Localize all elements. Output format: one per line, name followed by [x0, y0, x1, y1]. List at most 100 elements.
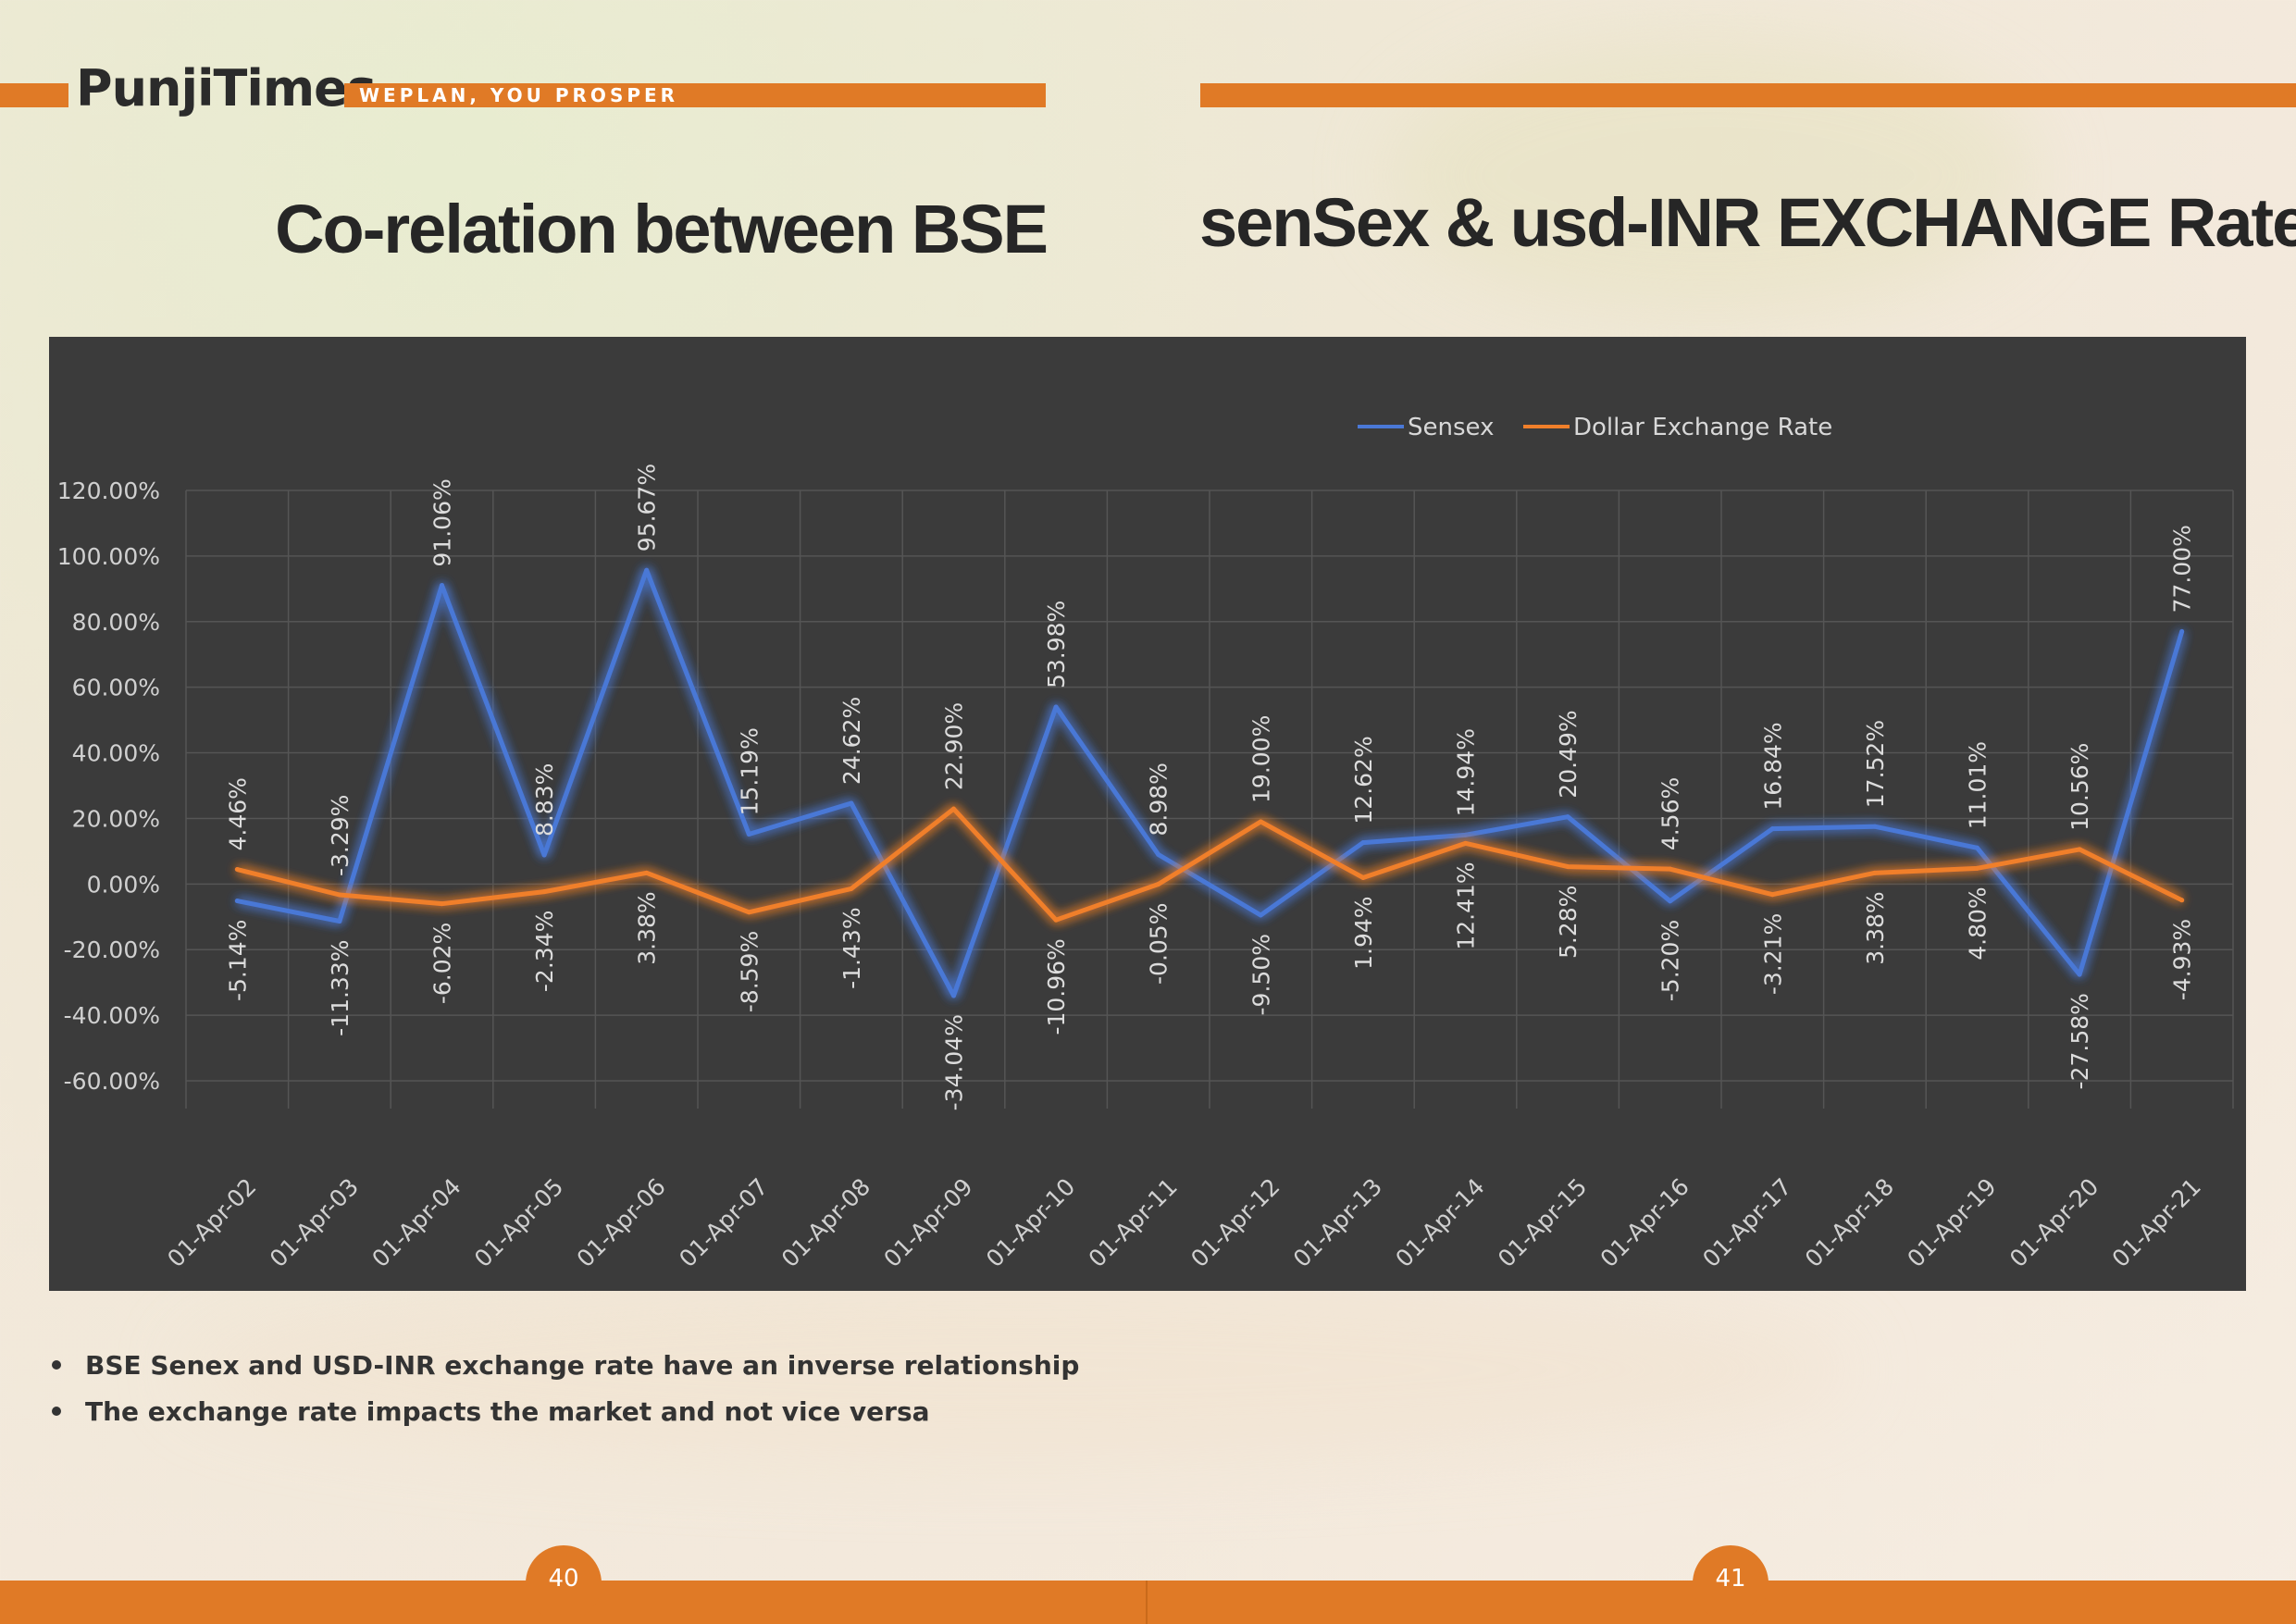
page-title-left: Co-relation between BSE — [275, 191, 1049, 267]
data-label: 17.52% — [1862, 720, 1889, 808]
page-number-right: 41 — [1693, 1545, 1769, 1621]
tagline: WEPLAN, YOU PROSPER — [344, 83, 1046, 107]
data-label: -6.02% — [429, 923, 456, 1004]
y-tick-label: 80.00% — [72, 609, 160, 636]
y-tick-label: 60.00% — [72, 675, 160, 701]
data-label: -2.34% — [531, 911, 558, 992]
data-point — [440, 583, 444, 589]
data-label: -3.29% — [327, 795, 354, 876]
bullet-item: The exchange rate impacts the market and… — [52, 1388, 1079, 1434]
data-label: -8.59% — [736, 931, 763, 1012]
data-label: 4.56% — [1657, 777, 1684, 850]
data-point — [1975, 865, 1980, 871]
x-tick-label: 01-Apr-17 — [1697, 1173, 1796, 1272]
y-tick-label: 20.00% — [72, 805, 160, 832]
data-point — [1872, 870, 1878, 875]
data-label: 3.38% — [634, 891, 661, 964]
y-tick-label: 120.00% — [57, 477, 160, 504]
data-point — [2179, 898, 2185, 903]
data-point — [1872, 824, 1878, 829]
x-tick-label: 01-Apr-10 — [981, 1173, 1080, 1272]
x-tick-label: 01-Apr-21 — [2107, 1173, 2206, 1272]
data-point — [849, 800, 854, 806]
bullet-text: The exchange rate impacts the market and… — [85, 1395, 930, 1427]
chart-grid — [185, 490, 2234, 1109]
data-point — [337, 918, 342, 924]
data-point — [1258, 912, 1263, 918]
data-label: -11.33% — [327, 939, 354, 1035]
bullet-item: BSE Senex and USD-INR exchange rate have… — [52, 1342, 1079, 1388]
data-label: 12.62% — [1350, 736, 1377, 824]
page-title-right: senSex & usd-INR EXCHANGE Rate — [1199, 184, 2296, 261]
x-tick-label: 01-Apr-14 — [1390, 1173, 1489, 1272]
background-blur — [185, 1277, 1851, 1462]
data-label: 95.67% — [634, 464, 661, 552]
data-point — [1668, 866, 1673, 872]
series-line-sensex — [236, 567, 2185, 998]
x-tick-label: 01-Apr-12 — [1185, 1173, 1285, 1272]
data-point — [1463, 832, 1468, 837]
y-tick-label: 100.00% — [57, 543, 160, 570]
data-label: 3.38% — [1862, 891, 1889, 964]
y-tick-label: -40.00% — [64, 1002, 160, 1029]
data-point — [746, 910, 751, 915]
x-tick-label: 01-Apr-03 — [265, 1173, 364, 1272]
x-tick-label: 01-Apr-06 — [572, 1173, 671, 1272]
data-label: -10.96% — [1043, 938, 1070, 1035]
chart-legend: Sensex Dollar Exchange Rate — [1358, 414, 1832, 441]
data-point — [951, 993, 956, 998]
data-label: 4.46% — [224, 777, 251, 850]
data-point — [1565, 814, 1570, 820]
data-label: 24.62% — [838, 697, 865, 785]
logo: PunjiTimes — [76, 59, 377, 118]
data-point — [541, 852, 547, 858]
data-label: 8.98% — [1146, 762, 1173, 836]
data-label: 8.83% — [531, 763, 558, 837]
x-tick-label: 01-Apr-15 — [1493, 1173, 1592, 1272]
data-label: 14.94% — [1453, 728, 1480, 816]
data-point — [1156, 882, 1161, 887]
page-number-left: 40 — [526, 1545, 602, 1621]
data-point — [1975, 845, 1980, 850]
x-tick-label: 01-Apr-19 — [1902, 1173, 2001, 1272]
data-label: 22.90% — [941, 702, 968, 790]
data-point — [234, 867, 240, 873]
data-label: 19.00% — [1247, 715, 1274, 803]
data-point — [849, 886, 854, 891]
y-tick-label: 0.00% — [87, 871, 160, 898]
data-point — [1360, 874, 1366, 880]
data-point — [1769, 826, 1775, 832]
legend-label-dollar: Dollar Exchange Rate — [1573, 414, 1832, 441]
bullet-text: BSE Senex and USD-INR exchange rate have… — [85, 1349, 1080, 1381]
data-point — [1360, 840, 1366, 846]
data-point — [1053, 917, 1059, 923]
x-tick-label: 01-Apr-11 — [1084, 1173, 1183, 1272]
x-tick-label: 01-Apr-08 — [776, 1173, 875, 1272]
data-label: -9.50% — [1247, 934, 1274, 1015]
data-label: 15.19% — [736, 727, 763, 815]
y-tick-label: -20.00% — [64, 936, 160, 963]
footer-bar — [0, 1581, 2296, 1624]
header-bar-left — [0, 83, 68, 107]
data-point — [1156, 852, 1161, 858]
data-point — [440, 901, 444, 907]
data-point — [541, 889, 547, 895]
x-tick-label: 01-Apr-05 — [469, 1173, 568, 1272]
page-divider — [1146, 1581, 1148, 1624]
data-point — [644, 567, 650, 573]
data-point — [1668, 899, 1673, 904]
data-label: 5.28% — [1555, 886, 1582, 959]
data-point — [951, 806, 956, 812]
data-labels: 4.46% -5.14% -3.29% -11.33% 91.06% -6.02% 8.83… — [224, 464, 2195, 1110]
x-tick-label: 01-Apr-13 — [1288, 1173, 1387, 1272]
data-point — [1769, 892, 1775, 898]
data-point — [1053, 704, 1059, 710]
data-label: -5.20% — [1657, 920, 1684, 1001]
data-label: -27.58% — [2066, 993, 2093, 1089]
data-point — [2077, 847, 2082, 852]
data-label: 53.98% — [1043, 601, 1070, 688]
chart-series — [234, 567, 2185, 998]
data-point — [234, 899, 240, 904]
data-label: -4.93% — [2169, 919, 2196, 1000]
data-label: -0.05% — [1146, 903, 1173, 985]
